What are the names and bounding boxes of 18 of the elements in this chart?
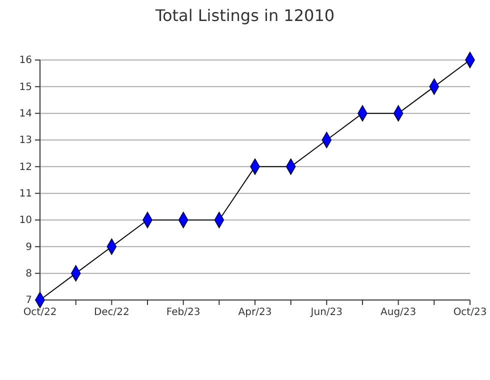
y-tick-label: 16 [19, 55, 32, 66]
y-tick-label: 12 [19, 162, 32, 173]
x-tick-label: Feb/23 [166, 307, 200, 318]
y-tick-label: 14 [19, 108, 32, 120]
x-tick-label: Dec/22 [94, 307, 130, 318]
y-tick-label: 7 [26, 295, 32, 306]
y-tick-label: 8 [26, 268, 32, 280]
chart-title: Total Listings in 12010 [154, 6, 335, 25]
y-tick-label: 10 [19, 215, 32, 226]
y-tick-label: 9 [26, 242, 32, 253]
x-tick-label: Apr/23 [238, 307, 272, 318]
x-tick-label: Oct/23 [453, 307, 487, 318]
y-tick-label: 15 [19, 82, 32, 93]
x-tick-label: Jun/23 [310, 307, 343, 318]
x-tick-label: Aug/23 [380, 307, 416, 318]
x-tick-label: Oct/22 [23, 307, 57, 318]
y-tick-label: 11 [19, 188, 32, 200]
y-tick-label: 13 [19, 135, 32, 146]
